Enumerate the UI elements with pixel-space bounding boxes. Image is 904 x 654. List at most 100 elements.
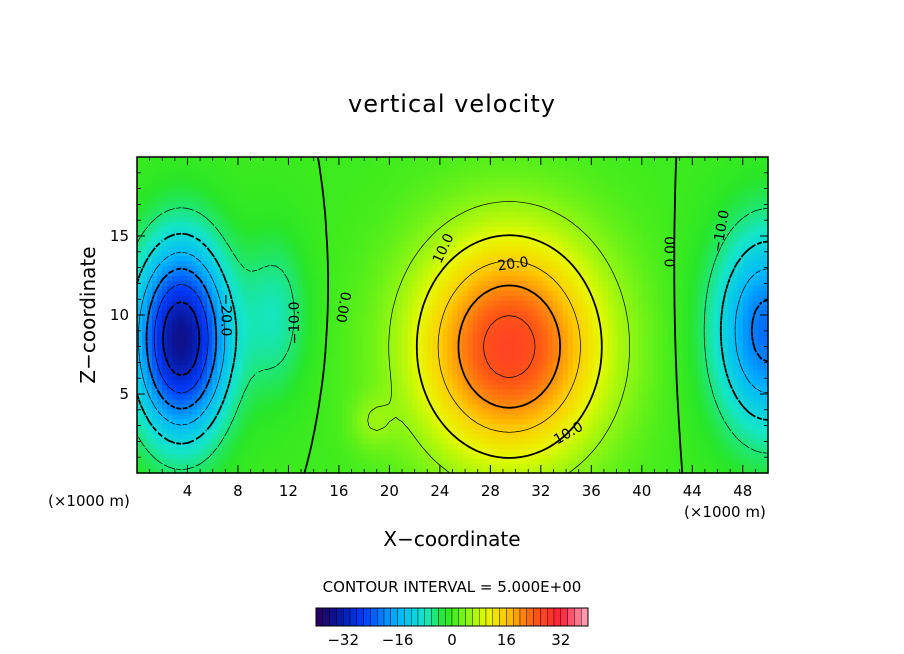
- field-cell: [737, 423, 744, 430]
- field-cell: [432, 280, 439, 286]
- field-cell: [482, 438, 489, 444]
- field-cell: [532, 458, 539, 464]
- field-cell: [737, 354, 744, 361]
- field-cell: [732, 389, 739, 395]
- field-cell: [722, 468, 729, 474]
- field-cell: [652, 433, 659, 440]
- field-cell: [242, 453, 248, 459]
- field-cell: [727, 408, 734, 415]
- field-cell: [377, 443, 383, 449]
- field-cell: [557, 443, 564, 449]
- field-cell: [357, 394, 363, 400]
- field-cell: [402, 285, 409, 291]
- field-cell: [147, 329, 153, 336]
- field-cell: [397, 384, 404, 390]
- field-cell: [162, 413, 168, 420]
- field-cell: [202, 428, 208, 435]
- field-cell: [612, 364, 619, 370]
- field-cell: [587, 379, 594, 385]
- field-cell: [527, 285, 534, 291]
- field-cell: [337, 344, 343, 351]
- field-cell: [262, 334, 268, 341]
- field-cell: [202, 423, 208, 430]
- field-cell: [277, 334, 283, 341]
- field-cell: [312, 369, 318, 375]
- field-cell: [207, 300, 213, 306]
- field-cell: [527, 458, 534, 464]
- field-cell: [287, 300, 293, 306]
- field-cell: [622, 349, 629, 356]
- field-cell: [692, 300, 699, 306]
- field-cell: [557, 305, 564, 311]
- field-cell: [727, 280, 734, 286]
- field-cell: [212, 453, 218, 459]
- field-cell: [342, 329, 348, 336]
- field-cell: [642, 344, 649, 351]
- field-cell: [227, 285, 233, 291]
- field-cell: [297, 324, 303, 331]
- field-cell: [427, 433, 434, 440]
- field-cell: [302, 374, 308, 380]
- field-cell: [722, 398, 729, 405]
- field-cell: [707, 319, 714, 326]
- field-cell: [677, 364, 684, 370]
- field-cell: [517, 398, 524, 405]
- field-cell: [502, 418, 509, 425]
- field-cell: [622, 453, 629, 459]
- field-cell: [647, 305, 654, 311]
- field-cell: [412, 389, 419, 395]
- field-cell: [237, 305, 243, 311]
- field-cell: [337, 300, 343, 306]
- field-cell: [627, 349, 634, 356]
- field-cell: [452, 379, 459, 385]
- field-cell: [192, 413, 198, 420]
- field-cell: [382, 438, 388, 444]
- field-cell: [492, 408, 499, 415]
- field-cell: [602, 310, 609, 316]
- field-cell: [712, 300, 719, 306]
- field-cell: [582, 403, 589, 410]
- field-cell: [627, 379, 634, 385]
- field-cell: [347, 275, 353, 282]
- field-cell: [697, 329, 704, 336]
- field-cell: [602, 403, 609, 410]
- field-cell: [502, 438, 509, 444]
- field-cell: [552, 344, 559, 351]
- field-cell: [547, 418, 554, 425]
- field-cell: [487, 374, 494, 380]
- field-cell: [332, 364, 338, 370]
- field-cell: [187, 428, 193, 435]
- field-cell: [367, 290, 373, 296]
- field-cell: [667, 428, 674, 435]
- field-cell: [532, 448, 539, 454]
- field-cell: [172, 389, 178, 395]
- field-cell: [722, 324, 729, 331]
- field-cell: [197, 290, 203, 296]
- field-cell: [492, 329, 499, 336]
- field-cell: [637, 290, 644, 296]
- field-cell: [702, 349, 709, 356]
- field-cell: [377, 369, 383, 375]
- field-cell: [577, 280, 584, 286]
- velocity-field: [137, 157, 769, 474]
- field-cell: [712, 339, 719, 346]
- field-cell: [192, 324, 198, 331]
- field-cell: [722, 354, 729, 361]
- field-cell: [557, 379, 564, 385]
- field-cell: [762, 433, 769, 440]
- field-cell: [672, 295, 679, 301]
- field-cell: [222, 453, 228, 459]
- field-cell: [482, 453, 489, 459]
- field-cell: [417, 418, 424, 425]
- field-cell: [637, 458, 644, 464]
- field-cell: [252, 324, 258, 331]
- field-cell: [157, 403, 163, 410]
- chart-title: vertical velocity: [348, 90, 556, 118]
- field-cell: [497, 423, 504, 430]
- field-cell: [292, 310, 298, 316]
- field-cell: [472, 384, 479, 390]
- field-cell: [197, 418, 203, 425]
- field-cell: [677, 403, 684, 410]
- field-cell: [732, 418, 739, 425]
- field-cell: [487, 324, 494, 331]
